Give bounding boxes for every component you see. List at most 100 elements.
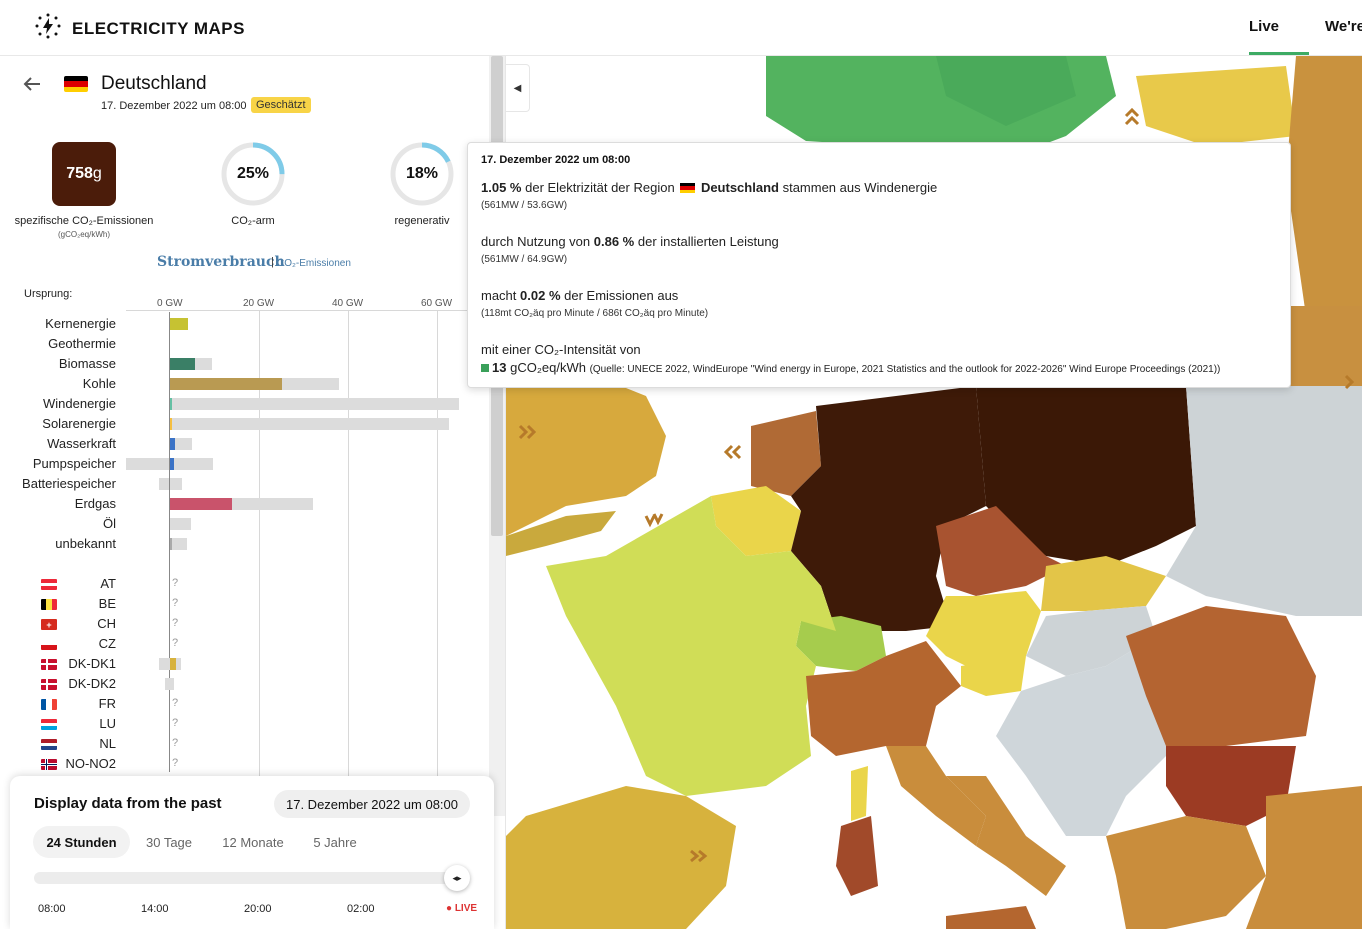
exchange-value: ? [172, 717, 179, 729]
live-button[interactable]: ● LIVE [446, 903, 478, 914]
estimated-badge: Geschätzt [251, 97, 311, 113]
tab-12-months[interactable]: 12 Monate [222, 834, 284, 850]
exchange-value: ? [172, 637, 179, 649]
source-label: Kohle [82, 376, 116, 391]
wind-arrow-icon [644, 513, 664, 528]
exchange-label: LU [99, 716, 116, 731]
production-bar[interactable] [170, 538, 172, 550]
gridline-60 [437, 310, 438, 780]
tooltip-capacity-pct: 0.86 % [593, 234, 635, 249]
production-bar[interactable] [170, 398, 173, 410]
exchange-value: ? [172, 697, 179, 709]
tooltip-intensity-source: (Quelle: UNECE 2022, WindEurope "Wind en… [589, 364, 1221, 375]
production-bar[interactable] [170, 318, 188, 330]
co2-intensity-unit: g [92, 165, 102, 182]
slider-arrows-icon: ◂▸ [452, 872, 462, 883]
flag-de-icon [680, 183, 696, 193]
nav-live[interactable]: Live [1249, 18, 1280, 35]
production-bar[interactable] [170, 498, 233, 510]
co2-intensity-label: spezifische CO₂-Emissionen [14, 215, 154, 227]
axis-tick-40: 40 GW [332, 298, 364, 309]
zone-balkans [996, 636, 1176, 836]
tab-consumption[interactable]: Stromverbrauch [157, 254, 285, 270]
tooltip-share-pct: 1.05 % [481, 180, 522, 195]
tooltip-line-share: 1.05 % der Elektrizität der Region Deuts… [481, 180, 937, 195]
exchange-value: ? [172, 577, 179, 589]
production-bar[interactable] [170, 418, 172, 430]
capacity-bar[interactable] [170, 438, 193, 450]
exchange-value: ? [172, 617, 179, 629]
source-label: Öl [103, 516, 116, 531]
source-label: Pumpspeicher [32, 456, 116, 471]
tab-30-days[interactable]: 30 Tage [145, 834, 193, 850]
tab-emissions[interactable]: CO₂-Emissionen [277, 258, 351, 269]
logo[interactable]: ELECTRICITY MAPS [34, 12, 245, 45]
zone-nl [751, 411, 821, 496]
capacity-bar[interactable] [159, 478, 182, 490]
zone-baltics [1136, 66, 1296, 146]
exchange-capacity-bar[interactable] [165, 678, 174, 690]
renewable-value: 18% [405, 165, 439, 182]
source-label: Erdgas [74, 496, 116, 511]
capacity-bar[interactable] [170, 418, 449, 430]
tooltip-emissions-sub: (118mt CO₂äq pro Minute / 686t CO₂äq pro… [481, 308, 709, 319]
zone-tr [1246, 786, 1362, 929]
collapse-panel-button[interactable]: ◀ [506, 64, 530, 112]
capacity-bar[interactable] [170, 518, 192, 530]
zone-gb-south [506, 511, 616, 556]
zone-it-central [886, 746, 986, 846]
tooltip-line-emissions: macht 0.02 % der Emissionen aus [481, 288, 678, 303]
source-label: Solarenergie [42, 416, 116, 431]
origin-label: Ursprung: [24, 288, 73, 300]
capacity-bar[interactable] [170, 538, 187, 550]
gridline-40 [348, 310, 349, 780]
zone-bg [1166, 746, 1296, 826]
flag-no-no2-icon [41, 759, 57, 770]
time-tick: 02:00 [347, 903, 375, 915]
production-bar[interactable] [170, 458, 175, 470]
wind-arrow-icon [1124, 107, 1140, 126]
tooltip-intensity-line: 13 gCO₂eq/kWh (Quelle: UNECE 2022, WindE… [481, 360, 1220, 375]
gridline-20 [259, 310, 260, 780]
axis-tick-60: 60 GW [421, 298, 453, 309]
exchange-bar[interactable] [170, 658, 176, 670]
production-bar[interactable] [170, 358, 195, 370]
production-bar[interactable] [170, 378, 282, 390]
time-slider-track[interactable] [34, 872, 470, 884]
zero-line [169, 312, 170, 772]
wind-arrow-icon [1344, 374, 1355, 390]
nav-were[interactable]: We're [1325, 18, 1362, 35]
back-arrow-icon[interactable] [22, 74, 44, 96]
capacity-bar[interactable] [170, 398, 460, 410]
exchange-label: CZ [98, 636, 116, 651]
lightning-logo-icon [34, 12, 62, 45]
zone-name: Deutschland [101, 73, 207, 94]
wind-arrow-icon [723, 444, 742, 460]
axis-baseline [126, 310, 490, 311]
production-bar[interactable] [170, 438, 175, 450]
source-label: Biomasse [58, 356, 116, 371]
exchange-value: ? [172, 737, 179, 749]
zone-ukraine [1166, 386, 1362, 616]
tab-24-hours[interactable]: 24 Stunden [33, 826, 130, 858]
tooltip-zone: Deutschland [700, 180, 779, 195]
flag-nl-icon [41, 739, 57, 750]
zone-hu [1026, 606, 1156, 676]
nav-active-indicator [1249, 52, 1309, 55]
zone-ch [796, 616, 886, 671]
tooltip-capacity-post: der installierten Leistung [637, 234, 779, 249]
zone-sardinia [836, 816, 878, 896]
flag-ch-icon: + [41, 619, 57, 630]
time-slider-thumb[interactable]: ◂▸ [444, 865, 470, 891]
tooltip-share-sub: (561MW / 53.6GW) [481, 200, 568, 211]
flag-fr-icon [41, 699, 57, 710]
selected-date-button[interactable]: 17. Dezember 2022 um 08:00 [274, 790, 470, 818]
tooltip-line-capacity: durch Nutzung von 0.86 % der installiert… [481, 234, 779, 249]
flag-at-icon [41, 579, 57, 590]
tab-5-years[interactable]: 5 Jahre [313, 834, 357, 850]
flag-lu-icon [41, 719, 57, 730]
zone-corsica [851, 766, 868, 821]
co2-intensity-box: 758 g [52, 142, 116, 206]
exchange-value: ? [172, 597, 179, 609]
flag-be-icon [41, 599, 57, 610]
